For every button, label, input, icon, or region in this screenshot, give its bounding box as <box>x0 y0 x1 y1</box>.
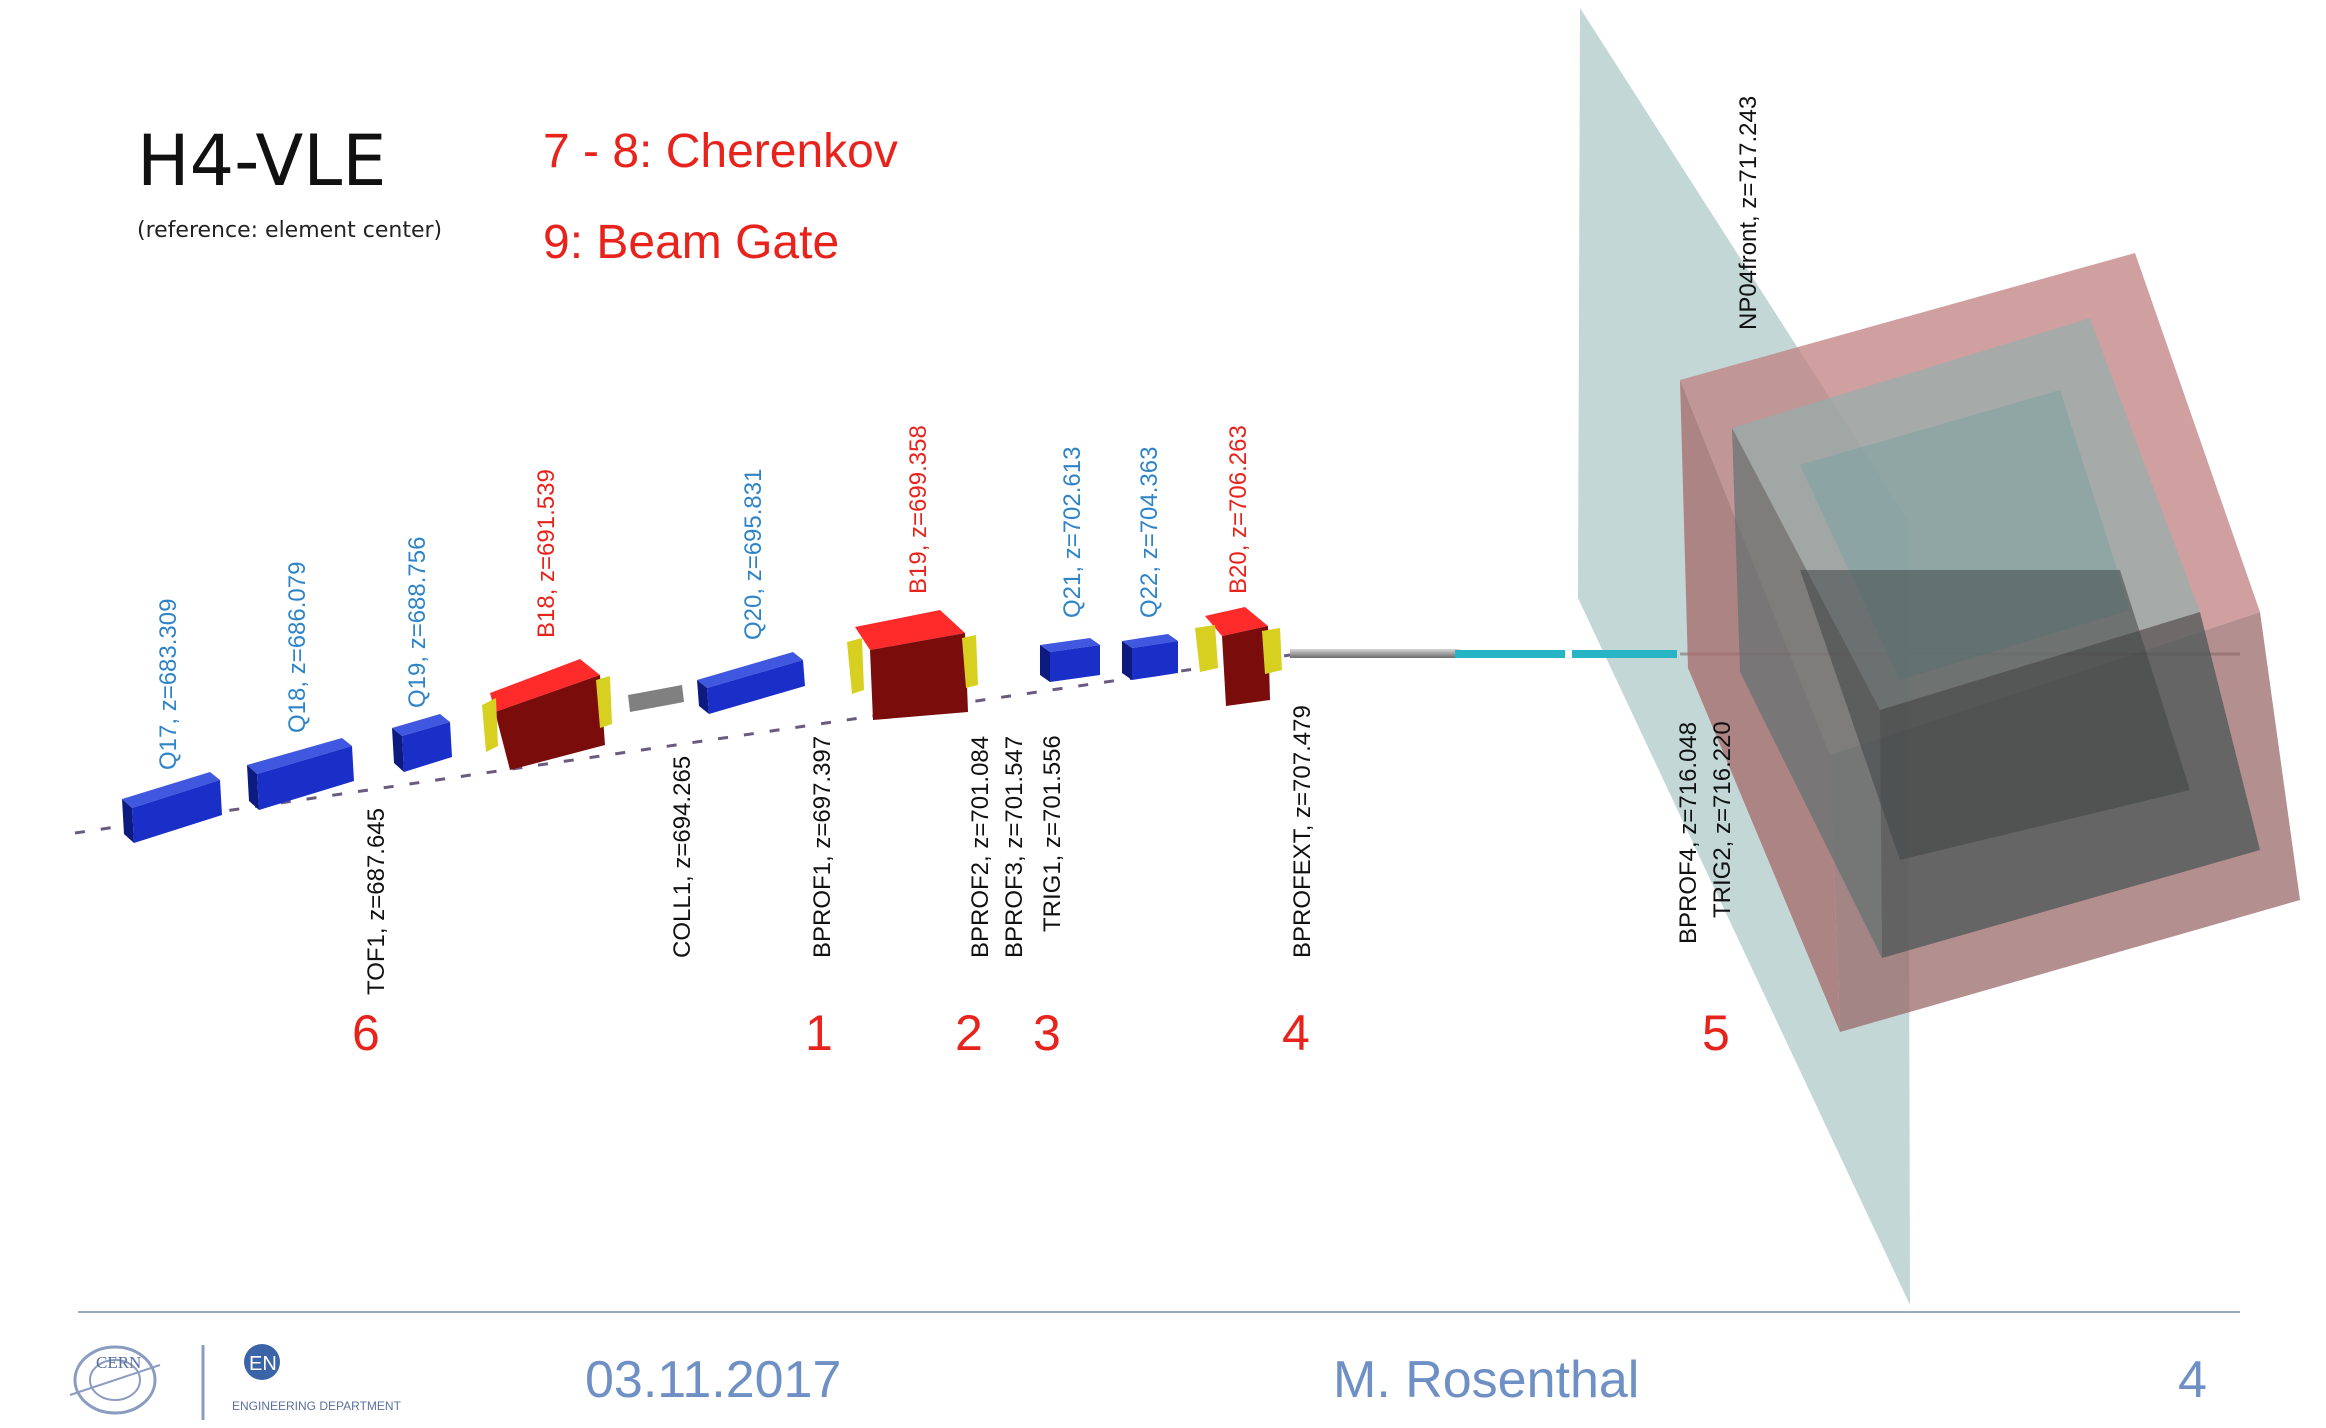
label-q20: Q20, z=695.831 <box>740 469 767 640</box>
label-q17: Q17, z=683.309 <box>155 599 182 770</box>
label-b19: B19, z=699.358 <box>905 425 932 594</box>
en-logo-label: ENGINEERING DEPARTMENT <box>232 1399 402 1413</box>
label-trig1: TRIG1, z=701.556 <box>1039 735 1066 932</box>
cern-logo-text: CERN <box>96 1353 141 1372</box>
magnet-q22 <box>1122 634 1178 680</box>
en-logo: EN ENGINEERING DEPARTMENT <box>232 1344 402 1413</box>
label-bprofext: BPROFEXT, z=707.479 <box>1289 705 1316 958</box>
collimator-coll1 <box>628 685 684 712</box>
page-subtitle: (reference: element center) <box>137 218 443 243</box>
label-q22: Q22, z=704.363 <box>1136 447 1163 618</box>
page-number: 4 <box>2178 1351 2207 1409</box>
marker-4: 4 <box>1282 1005 1310 1061</box>
label-q21: Q21, z=702.613 <box>1059 447 1086 618</box>
marker-5: 5 <box>1702 1005 1730 1061</box>
magnet-q18 <box>247 738 354 810</box>
label-b20: B20, z=706.263 <box>1225 425 1252 594</box>
label-b18: B18, z=691.539 <box>533 469 560 638</box>
cern-logo: CERN <box>69 1345 161 1415</box>
footer-date: 03.11.2017 <box>585 1351 842 1409</box>
marker-6: 6 <box>352 1005 380 1061</box>
note-cherenkov: 7 - 8: Cherenkov <box>543 125 898 178</box>
magnet-q19 <box>392 714 452 772</box>
label-bprof2: BPROF2, z=701.084 <box>967 736 994 958</box>
np04-cryostat <box>1680 253 2300 1032</box>
footer-author: M. Rosenthal <box>1333 1351 1640 1409</box>
magnet-q21 <box>1040 638 1100 682</box>
note-beam-gate: 9: Beam Gate <box>543 216 840 269</box>
marker-3: 3 <box>1033 1005 1061 1061</box>
label-coll1: COLL1, z=694.265 <box>669 756 696 958</box>
label-bprof1: BPROF1, z=697.397 <box>809 736 836 958</box>
label-np04front: NP04front, z=717.243 <box>1735 96 1762 330</box>
page-title: H4-VLE <box>137 120 387 202</box>
magnet-b19 <box>847 610 978 720</box>
label-q18: Q18, z=686.079 <box>284 562 311 733</box>
en-logo-badge: EN <box>249 1353 277 1375</box>
marker-2: 2 <box>955 1005 983 1061</box>
magnet-b20 <box>1195 607 1282 706</box>
label-bprof3: BPROF3, z=701.547 <box>1001 736 1028 958</box>
marker-1: 1 <box>805 1005 833 1061</box>
label-bprof4: BPROF4, z=716.048 <box>1675 722 1702 944</box>
label-q19: Q19, z=688.756 <box>404 537 431 708</box>
magnet-q20 <box>697 652 805 714</box>
label-trig2: TRIG2, z=716.220 <box>1709 721 1736 918</box>
magnet-q17 <box>122 772 222 843</box>
magnet-b18 <box>482 659 612 770</box>
label-tof1: TOF1, z=687.645 <box>363 808 390 995</box>
